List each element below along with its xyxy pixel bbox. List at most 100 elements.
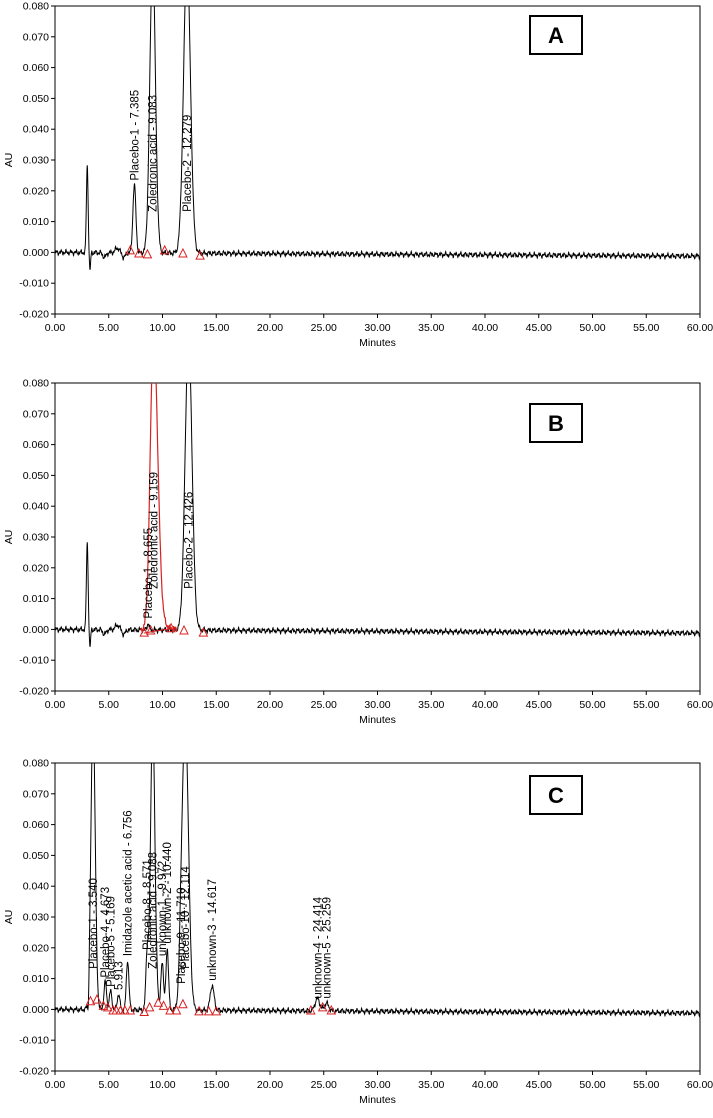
- x-tick-label: 5.00: [99, 322, 120, 334]
- x-tick-label: 15.00: [203, 699, 229, 711]
- panel-badge: [529, 403, 583, 443]
- integration-marker: [317, 1001, 328, 1012]
- peak-label: Placebo-5 - 5.169: [106, 896, 118, 987]
- y-tick-label: 0.050: [23, 850, 49, 862]
- y-tick-label: 0.000: [23, 624, 49, 636]
- integration-marker: [326, 1004, 337, 1015]
- y-tick-label: 0.050: [23, 93, 49, 105]
- y-axis-label: AU: [3, 910, 15, 925]
- x-tick-label: 5.00: [99, 699, 120, 711]
- y-tick-label: 0.060: [23, 62, 49, 74]
- y-tick-label: 0.030: [23, 155, 49, 167]
- y-tick-label: 0.010: [23, 216, 49, 228]
- peak-label: Zoledronic acid - 9.083: [148, 95, 160, 212]
- chromatogram-trace: [55, 763, 700, 1018]
- panel-badge: [529, 15, 583, 55]
- x-tick-label: 60.00: [687, 699, 713, 711]
- peak-label: Placebo-1 - 3.540: [88, 878, 100, 969]
- panel-b: -0.020 -0.010 0.000 0.010 0.020 0.030 0.040 0.0…: [3, 378, 713, 727]
- x-tick-label: 10.00: [149, 699, 175, 711]
- y-tick-label: -0.010: [19, 278, 49, 290]
- x-axis-label: Minutes: [359, 1094, 396, 1106]
- integration-marker: [203, 1005, 214, 1016]
- y-tick-label: 0.080: [23, 1, 49, 13]
- peak-label: Placebo-2 - 12.426: [184, 492, 196, 589]
- x-tick-label: 0.00: [45, 699, 66, 711]
- y-tick-label: 0.040: [23, 501, 49, 513]
- x-tick-label: 15.00: [203, 322, 229, 334]
- x-tick-label: 45.00: [526, 699, 552, 711]
- integration-marker: [165, 1004, 175, 1015]
- y-tick-label: -0.010: [19, 655, 49, 667]
- x-tick-label: 25.00: [311, 699, 337, 711]
- y-tick-label: 0.020: [23, 185, 49, 197]
- x-tick-label: 50.00: [579, 322, 605, 334]
- panel-badge-label: A: [548, 23, 564, 48]
- y-tick-label: 0.030: [23, 912, 49, 924]
- y-tick-label: -0.020: [19, 1066, 49, 1078]
- y-tick-label: 0.000: [23, 1004, 49, 1016]
- x-tick-label: 10.00: [149, 322, 175, 334]
- integration-marker: [134, 247, 144, 258]
- x-tick-label: 50.00: [579, 1079, 605, 1091]
- peak-label: unknown-1 - 9.972: [157, 861, 169, 956]
- x-tick-label: 20.00: [257, 699, 283, 711]
- x-tick-label: 20.00: [257, 1079, 283, 1091]
- integration-marker: [194, 1005, 204, 1016]
- x-tick-label: 25.00: [311, 1079, 337, 1091]
- integration-marker: [159, 244, 170, 255]
- peak-label: Zoledronic acid - 9.159: [148, 472, 160, 589]
- y-tick-label: 0.050: [23, 470, 49, 482]
- y-tick-label: 0.020: [23, 562, 49, 574]
- x-tick-label: 55.00: [633, 699, 659, 711]
- panel-badge: [529, 775, 583, 815]
- integration-marker: [211, 1005, 222, 1016]
- integration-marker: [198, 626, 209, 637]
- peak-label: Placebo-1 - 8.655: [143, 528, 155, 619]
- x-tick-label: 40.00: [472, 1079, 498, 1091]
- integration-marker: [153, 997, 164, 1007]
- x-tick-label: 25.00: [311, 322, 337, 334]
- integration-baseline: [143, 627, 171, 634]
- integration-marker: [98, 1000, 109, 1010]
- integration-marker: [125, 1004, 136, 1015]
- integration-marker: [166, 622, 176, 633]
- x-tick-label: 45.00: [526, 322, 552, 334]
- y-tick-label: 0.080: [23, 378, 49, 390]
- y-tick-label: 0.010: [23, 593, 49, 605]
- integration-marker: [120, 1004, 130, 1015]
- peak-label: unknown-3 - 14.617: [207, 879, 219, 981]
- x-tick-label: 0.00: [45, 1079, 66, 1091]
- y-tick-label: 0.070: [23, 408, 49, 420]
- y-tick-label: 0.060: [23, 819, 49, 831]
- x-tick-label: 35.00: [418, 699, 444, 711]
- integration-marker: [171, 1004, 182, 1015]
- x-tick-label: 30.00: [364, 1079, 390, 1091]
- peak-label: Imidazole acetic acid - 6.756: [123, 810, 135, 956]
- integration-marker: [102, 1001, 113, 1012]
- peak-label: 5.913: [114, 961, 126, 990]
- y-tick-label: -0.020: [19, 309, 49, 321]
- x-tick-label: 55.00: [633, 1079, 659, 1091]
- integration-marker: [195, 249, 205, 260]
- integration-marker: [125, 244, 136, 255]
- x-axis-label: Minutes: [359, 337, 396, 349]
- x-tick-label: 15.00: [203, 1079, 229, 1091]
- integration-marker: [139, 626, 150, 637]
- x-tick-label: 60.00: [687, 322, 713, 334]
- y-axis-label: AU: [3, 530, 15, 545]
- y-axis-label: AU: [3, 153, 15, 168]
- chromatogram-trace: [55, 383, 700, 647]
- y-tick-label: -0.010: [19, 1035, 49, 1047]
- y-tick-label: 0.070: [23, 31, 49, 43]
- y-tick-label: 0.020: [23, 942, 49, 954]
- panel-c: -0.020 -0.010 0.000 0.010 0.020 0.030 0.040 0.0…: [3, 758, 713, 1107]
- x-tick-label: 20.00: [257, 322, 283, 334]
- peak-label: Placebo-4 - 4.673: [100, 887, 112, 978]
- integration-marker: [178, 998, 188, 1009]
- panel-badge-label: C: [548, 783, 564, 808]
- x-tick-label: 0.00: [45, 322, 66, 334]
- x-tick-label: 60.00: [687, 1079, 713, 1091]
